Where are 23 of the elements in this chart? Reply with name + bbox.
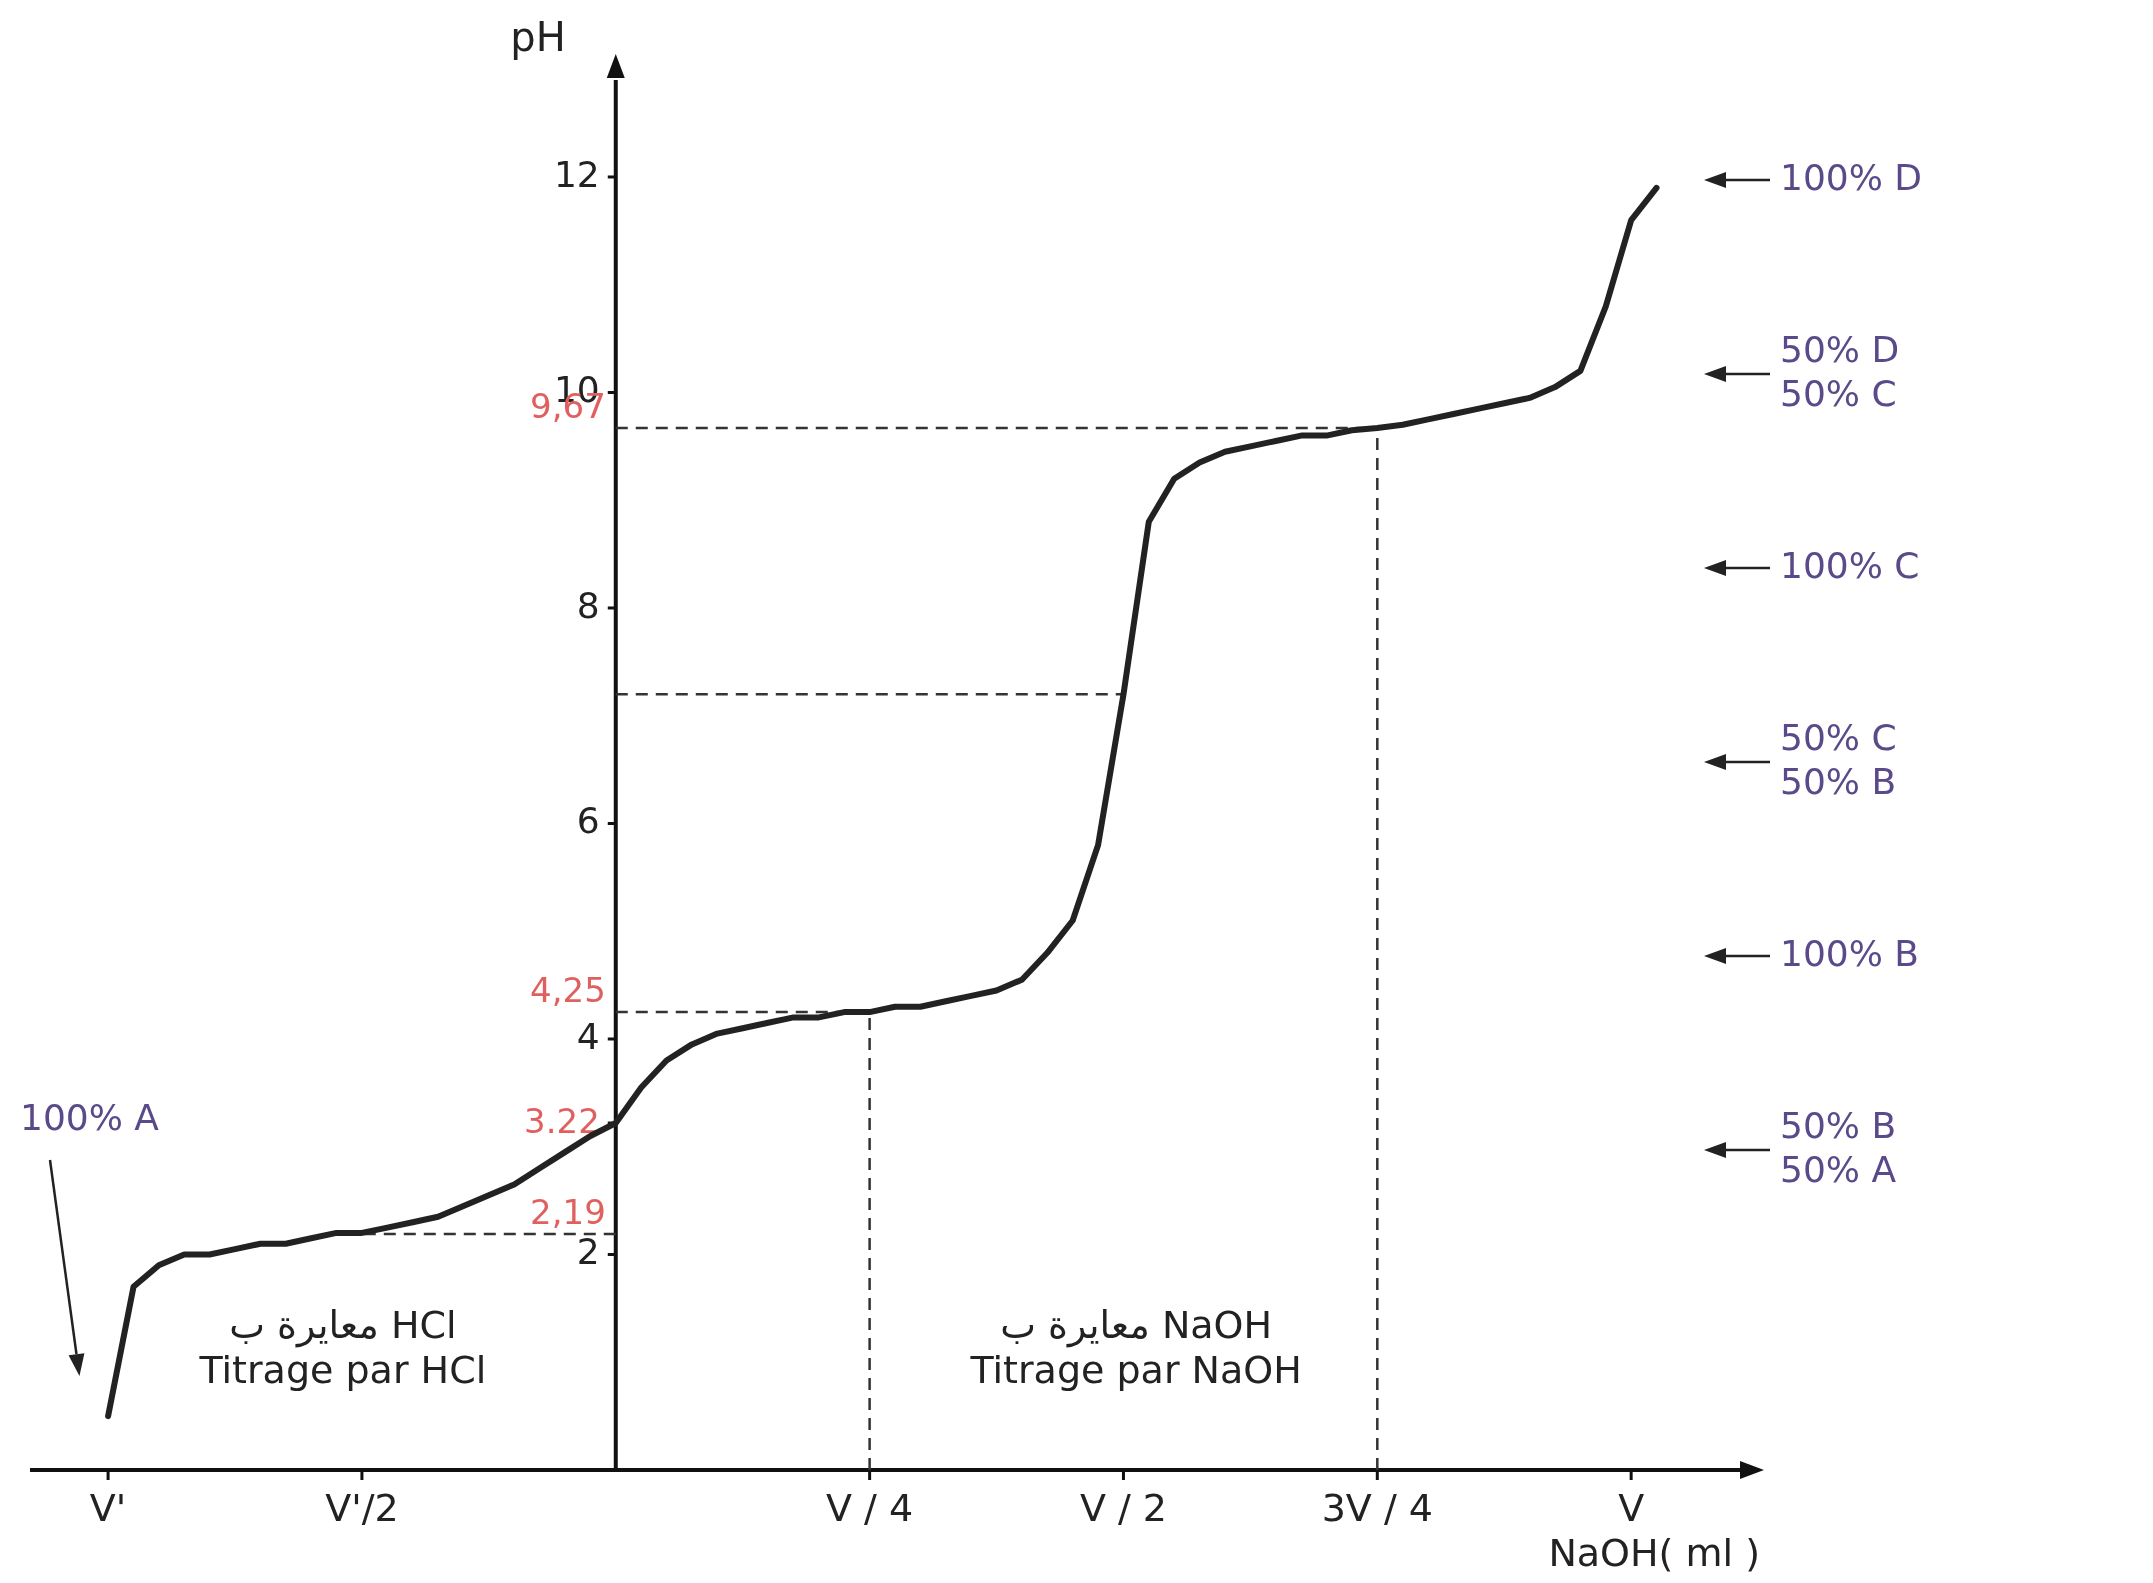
y-tick-label: 8 bbox=[576, 584, 600, 626]
annotation: 100% A bbox=[20, 1097, 160, 1138]
x-tick-label: V / 2 bbox=[1079, 1485, 1168, 1530]
x-tick-label: 3V / 4 bbox=[1321, 1485, 1433, 1530]
text: 50% C 50% B bbox=[1780, 717, 1897, 802]
ref-line-label: 4,25 bbox=[530, 969, 606, 1010]
text: 100% B bbox=[1780, 933, 1920, 974]
x-tick-label: V / 4 bbox=[826, 1485, 914, 1530]
y-tick-label: 3.22 bbox=[524, 1100, 600, 1141]
text: 100% D bbox=[1780, 157, 1923, 198]
ref-line-label: 2,19 bbox=[530, 1191, 606, 1232]
x-tick-label: V bbox=[1618, 1485, 1645, 1530]
x-tick-label: V'/2 bbox=[325, 1485, 399, 1530]
y-tick-label: 4 bbox=[576, 1015, 600, 1057]
y-tick-label: 12 bbox=[553, 153, 600, 195]
text: 50% D 50% C bbox=[1780, 329, 1900, 414]
x-tick-label: V' bbox=[89, 1485, 127, 1530]
text: 100% C bbox=[1780, 545, 1920, 586]
y-axis-title: pH bbox=[510, 14, 566, 60]
x-axis-title: NaOH( ml ) bbox=[1548, 1530, 1760, 1575]
text: 50% B 50% A bbox=[1780, 1105, 1897, 1190]
y-tick-label: 2 bbox=[576, 1231, 600, 1273]
y-tick-label: 6 bbox=[576, 800, 600, 842]
